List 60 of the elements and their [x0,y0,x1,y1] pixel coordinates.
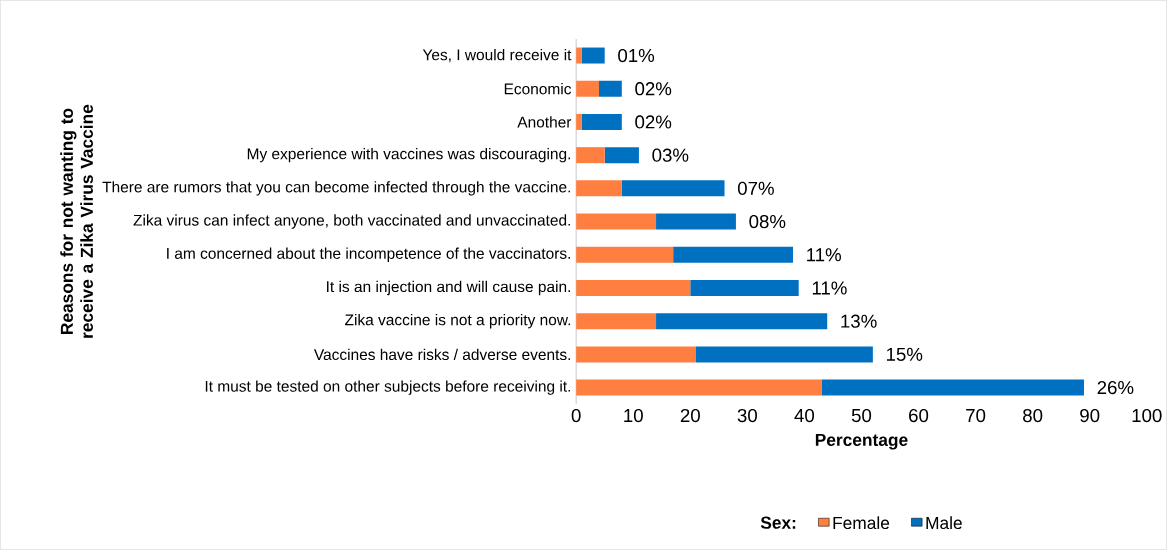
bar [576,47,582,64]
x-tick-label: 80 [1023,409,1043,423]
bar [656,313,828,330]
annotation: 26% [1097,381,1134,395]
bar [673,246,793,263]
x-tick-label: 0 [571,409,581,423]
bar [598,80,622,97]
x-tick-label: 90 [1080,409,1100,423]
annotation: 15% [886,347,923,362]
annotation: 02% [635,115,672,129]
x-tick-label: 70 [966,409,986,423]
bar [695,346,873,363]
y-tick-label: It is an injection and will cause pain. [327,280,570,296]
bar [581,47,605,64]
bar [821,379,1084,396]
annotation: 03% [652,148,689,162]
y-axis-title: Reasons for not wanting to receive a Zika Virus Vaccine [60,104,93,338]
y-tick-label: Yes, I would receive it [422,49,572,63]
bar [576,180,622,197]
x-tick-label: 20 [680,409,700,423]
legend-label: Female [833,516,890,530]
x-tick-label: 100 [1132,409,1162,423]
annotation: 11% [807,248,841,262]
bar [576,213,657,230]
y-tick-label: Vaccines have risks / adverse events. [313,348,570,361]
y-tick-label: My experience with vaccines was discouraging. [247,148,570,163]
bar [576,379,822,396]
bar [576,80,599,97]
bar [581,114,622,131]
bar [576,346,696,363]
legend-title: Sex: [760,516,796,529]
bar [576,114,582,131]
bar [576,313,657,330]
bar [576,246,674,263]
bar [656,213,736,230]
annotation: 11% [812,281,847,295]
y-tick-label: Another [517,116,572,128]
x-tick-label: 60 [909,409,929,423]
y-tick-label: There are rumors that you can become infected through the vaccine. [102,181,570,196]
bar [576,280,691,297]
x-tick-label: 30 [737,409,757,423]
x-tick-label: 10 [624,409,643,423]
bar [604,147,639,164]
x-tick-label: 50 [851,409,872,423]
annotation: 13% [841,314,877,328]
y-tick-label: I am concerned about the incompetence of the vaccinators. [167,247,570,263]
bar [690,280,799,297]
y-tick-label: It must be tested on other subjects before receiving it. [205,380,570,395]
bar [621,180,725,197]
y-tick-label: Zika virus can infect anyone, both vaccinated and unvaccinated. [133,214,570,229]
y-tick-label: Economic [504,83,572,95]
annotation: 07% [737,181,774,196]
y-tick-label: Zika vaccine is not a priority now. [345,314,571,329]
legend-label: Male [926,516,962,530]
bar [576,147,605,164]
annotation: 02% [635,82,672,96]
annotation: 08% [749,215,786,229]
x-axis-title: Percentage [815,434,908,450]
x-tick-label: 40 [794,409,815,423]
annotation: 01% [618,49,655,63]
